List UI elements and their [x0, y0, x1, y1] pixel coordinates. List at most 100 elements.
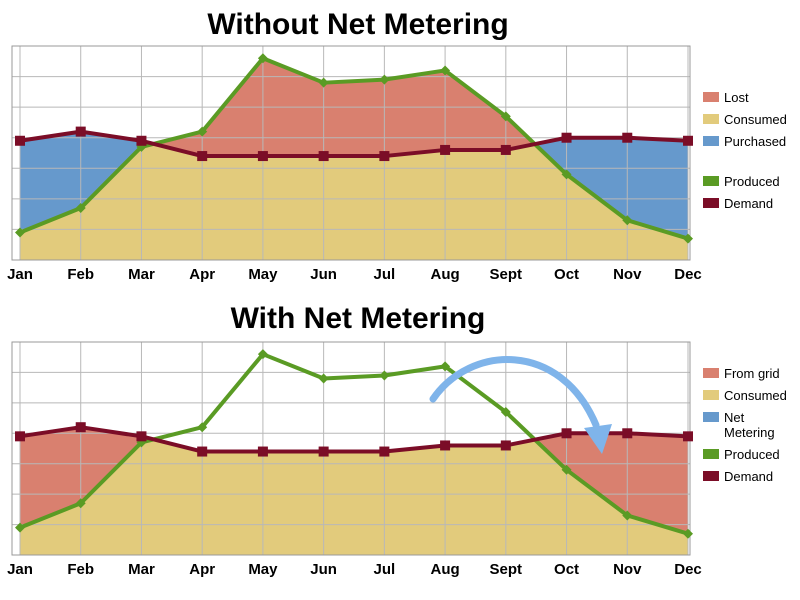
point-marker	[622, 510, 633, 521]
series-line	[19, 56, 689, 241]
point-marker	[15, 135, 25, 146]
legend-swatch	[703, 136, 719, 146]
x-tick-label: Jan	[7, 561, 33, 578]
point-marker	[197, 151, 208, 162]
x-tick-label: Sept	[490, 561, 523, 578]
point-marker	[561, 132, 572, 143]
x-tick-label: Feb	[67, 561, 94, 578]
area-fill	[20, 439, 688, 555]
point-marker	[15, 227, 25, 238]
net-metering-arrow	[429, 356, 600, 429]
point-marker	[500, 440, 511, 451]
point-marker	[136, 135, 147, 146]
point-marker	[683, 233, 693, 244]
point-marker	[136, 431, 147, 442]
legend-label: Consumed	[724, 388, 787, 403]
point-marker	[197, 446, 208, 457]
x-tick-label: Jul	[374, 266, 396, 283]
legend-label: Net Metering	[724, 410, 775, 440]
point-marker	[379, 370, 390, 381]
x-tick-label: Sept	[490, 266, 523, 283]
point-marker	[75, 422, 86, 433]
legend-label: Consumed	[724, 112, 787, 127]
legend-swatch	[703, 92, 719, 102]
point-marker	[197, 422, 208, 433]
legend-label: Produced	[724, 447, 780, 462]
plot-frame	[11, 341, 691, 556]
area-fill	[20, 58, 688, 239]
point-marker	[75, 126, 86, 137]
chart-title: With Net Metering	[231, 302, 486, 335]
x-tick-label: Feb	[67, 266, 94, 283]
point-marker	[257, 349, 268, 360]
point-marker	[622, 132, 633, 143]
point-marker	[75, 203, 86, 214]
point-marker	[683, 528, 693, 539]
series-line	[19, 425, 689, 454]
point-marker	[561, 428, 572, 439]
point-marker	[500, 111, 511, 122]
point-marker	[379, 151, 390, 162]
x-tick-label: Dec	[674, 561, 702, 578]
point-marker	[257, 53, 268, 64]
point-marker	[683, 431, 693, 442]
point-marker	[318, 373, 329, 384]
legend-swatch	[703, 449, 719, 459]
x-tick-label: May	[248, 266, 278, 283]
point-marker	[440, 361, 451, 372]
point-marker	[622, 215, 633, 226]
x-tick-label: Aug	[431, 266, 460, 283]
point-marker	[440, 440, 451, 451]
area-fill	[20, 143, 688, 260]
x-tick-label: Jun	[310, 266, 337, 283]
legend-label: Lost	[724, 90, 749, 105]
area-fill	[20, 354, 688, 534]
point-marker	[379, 446, 390, 457]
point-marker	[15, 431, 25, 442]
legend-swatch	[703, 176, 719, 186]
x-tick-label: Mar	[128, 266, 155, 283]
point-marker	[75, 498, 86, 509]
chart-title: Without Net Metering	[207, 8, 508, 41]
legend-swatch	[703, 390, 719, 400]
plot-frame	[11, 45, 691, 261]
legend-swatch	[703, 471, 719, 481]
point-marker	[318, 151, 329, 162]
point-marker	[257, 446, 268, 457]
legend-label: Purchased	[724, 134, 787, 149]
point-marker	[683, 135, 693, 146]
x-tick-label: Jan	[7, 266, 33, 283]
x-tick-label: Nov	[613, 266, 642, 283]
point-marker	[440, 65, 451, 76]
point-marker	[622, 428, 633, 439]
x-tick-label: Jun	[310, 561, 337, 578]
point-marker	[318, 446, 329, 457]
series-line	[19, 352, 689, 536]
net-metering-arrowhead	[584, 424, 612, 454]
x-tick-label: Oct	[554, 561, 579, 578]
legend-swatch	[703, 114, 719, 124]
point-marker	[379, 74, 390, 85]
point-marker	[257, 151, 268, 162]
x-tick-label: Jul	[374, 561, 396, 578]
x-tick-label: Mar	[128, 561, 155, 578]
x-tick-label: Dec	[674, 266, 702, 283]
legend-label: Produced	[724, 174, 780, 189]
point-marker	[561, 169, 572, 180]
x-tick-label: Apr	[189, 561, 215, 578]
point-marker	[15, 522, 25, 533]
legend-label: Demand	[724, 469, 774, 484]
legend-label: From grid	[724, 366, 780, 381]
legend-swatch	[703, 368, 719, 378]
point-marker	[561, 464, 572, 475]
x-tick-label: Nov	[613, 561, 642, 578]
series-line	[19, 129, 689, 159]
point-marker	[197, 126, 208, 137]
x-tick-label: May	[248, 561, 278, 578]
x-tick-label: Aug	[431, 561, 460, 578]
x-tick-label: Apr	[189, 266, 215, 283]
point-marker	[318, 77, 329, 88]
legend-label: Demand	[724, 196, 774, 211]
